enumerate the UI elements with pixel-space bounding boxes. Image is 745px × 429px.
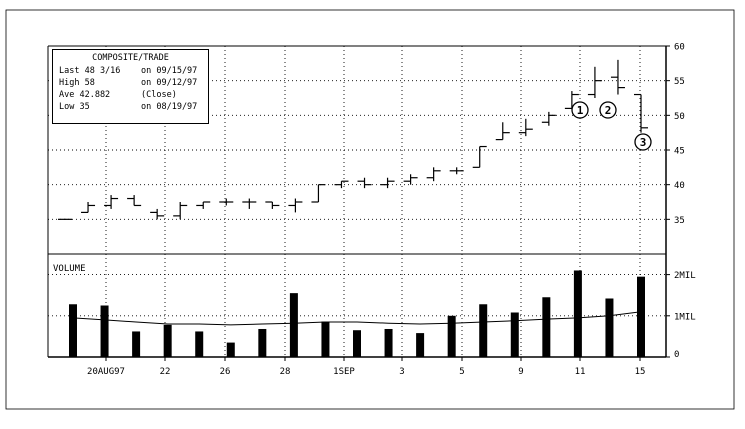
x-tick-label: 26	[220, 367, 231, 377]
volume-bar	[258, 328, 267, 357]
volume-bar	[100, 305, 109, 357]
x-tick-label: 15	[635, 367, 646, 377]
price-bar	[472, 145, 487, 168]
price-grid	[48, 46, 666, 254]
y-tick-label: 55	[674, 77, 685, 87]
markers: 1 2 3	[571, 101, 652, 151]
volume-bar	[542, 297, 551, 357]
x-ticks: 20AUG97 22 26 28 1SEP 3 5 9 11 15	[87, 357, 645, 377]
info-label: Low 35	[59, 102, 90, 112]
price-bar	[403, 174, 418, 185]
y-tick-label: 40	[674, 181, 685, 191]
annotation-marker: 3	[634, 133, 652, 151]
y-tick-label: 2MIL	[674, 271, 696, 281]
price-bar	[58, 218, 72, 220]
volume-bar	[132, 331, 141, 357]
volume-bar	[637, 276, 645, 357]
info-row-ave: Ave 42.882 (Close)	[53, 89, 208, 101]
volume-label: VOLUME	[53, 264, 86, 274]
price-bar	[334, 180, 349, 189]
price-bar	[127, 195, 142, 207]
price-bar	[634, 93, 648, 133]
info-row-high: High 58 on 09/12/97	[53, 77, 208, 89]
x-tick-label: 5	[459, 367, 464, 377]
x-tick-label: 1SEP	[333, 367, 355, 377]
svg-text:2: 2	[605, 104, 612, 117]
price-bar	[610, 59, 625, 95]
volume-bar	[289, 293, 298, 357]
info-box-title: COMPOSITE/TRADE	[92, 53, 169, 63]
volume-bar	[510, 312, 519, 357]
volume-bar	[163, 324, 172, 357]
price-bar	[380, 177, 395, 189]
volume-bar	[416, 333, 425, 357]
annotation-marker: 2	[599, 101, 617, 119]
volume-bar	[321, 321, 330, 357]
x-tick-label: 3	[399, 367, 404, 377]
y-tick-label: 0	[674, 350, 679, 360]
x-tick-label: 22	[160, 367, 171, 377]
price-bar	[150, 208, 165, 220]
price-bar	[288, 198, 303, 213]
volume-bar	[195, 331, 204, 357]
price-bar	[495, 122, 510, 141]
price-bar	[541, 111, 556, 126]
x-tick-label: 11	[575, 367, 586, 377]
price-y-ticks: 35 40 45 50 55 60	[666, 43, 685, 226]
volume-bars	[69, 270, 645, 357]
price-bar	[81, 202, 96, 213]
info-label: Ave 42.882	[59, 90, 111, 100]
volume-bar	[447, 315, 456, 357]
price-bar	[518, 118, 533, 137]
x-tick-label: 9	[518, 367, 523, 377]
price-bar	[311, 184, 326, 203]
price-bar	[173, 202, 188, 220]
price-bar	[426, 167, 441, 182]
price-bar	[219, 198, 234, 206]
svg-text:1: 1	[577, 104, 584, 117]
price-bars	[58, 59, 648, 220]
volume-bar	[479, 304, 488, 357]
volume-grid	[48, 254, 666, 357]
y-tick-label: 1MIL	[674, 312, 696, 322]
price-bar	[242, 198, 257, 209]
price-bar	[449, 167, 464, 175]
info-value: (Close)	[141, 90, 177, 100]
info-value: on 08/19/97	[141, 102, 198, 112]
volume-average-line	[72, 311, 642, 326]
outer-frame	[5, 9, 735, 410]
volume-bar	[226, 342, 235, 357]
info-value: on 09/12/97	[141, 78, 198, 88]
y-tick-label: 60	[674, 43, 685, 53]
volume-bar	[384, 328, 393, 357]
x-tick-label: 28	[280, 367, 291, 377]
volume-y-ticks: 0 1MIL 2MIL	[666, 271, 696, 360]
volume-bar	[605, 298, 614, 357]
y-tick-label: 35	[674, 216, 685, 226]
price-bar	[564, 91, 579, 110]
annotation-marker: 1	[571, 101, 589, 119]
price-bar	[196, 201, 211, 209]
y-tick-label: 45	[674, 147, 685, 157]
info-box: COMPOSITE/TRADE Last 48 3/16 on 09/15/97…	[52, 49, 209, 124]
volume-bar	[69, 304, 77, 357]
price-bar	[104, 195, 119, 209]
volume-bar	[573, 270, 582, 357]
info-label: High 58	[59, 78, 95, 88]
x-tick-label: 20AUG97	[87, 367, 125, 377]
info-row-low: Low 35 on 08/19/97	[53, 101, 208, 113]
price-bar	[265, 201, 280, 209]
y-tick-label: 50	[674, 112, 685, 122]
info-label: Last 48 3/16	[59, 66, 121, 76]
info-value: on 09/15/97	[141, 66, 198, 76]
volume-bar	[353, 330, 361, 357]
price-bar	[587, 66, 602, 98]
info-row-last: Last 48 3/16 on 09/15/97	[53, 65, 208, 77]
price-bar	[357, 177, 372, 189]
svg-text:3: 3	[640, 136, 647, 149]
